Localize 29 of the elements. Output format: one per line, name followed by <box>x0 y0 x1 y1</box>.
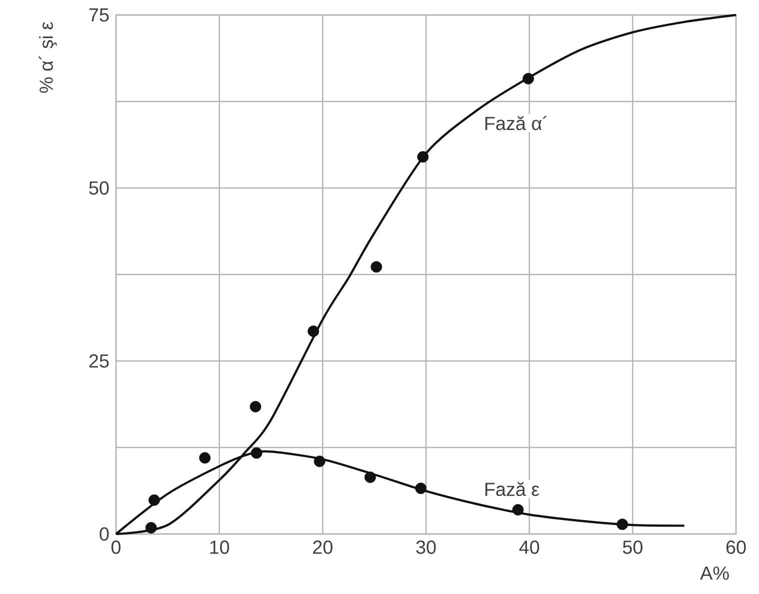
point <box>145 522 157 534</box>
y-tick-label: 25 <box>89 354 109 368</box>
series-label: Fază ε <box>485 482 540 496</box>
x-tick-label: 40 <box>519 540 540 554</box>
point <box>364 472 376 483</box>
point <box>415 482 427 494</box>
point <box>314 456 326 468</box>
x-tick-label: 50 <box>622 540 642 554</box>
x-tick-label: 60 <box>726 540 746 554</box>
point <box>522 72 534 84</box>
y-tick-label: 75 <box>89 8 109 22</box>
point <box>417 151 429 163</box>
point <box>250 447 262 459</box>
point <box>148 494 160 506</box>
y-axis-title: % α´ şi ε <box>38 22 57 93</box>
series-label: Fază α´ <box>485 116 547 130</box>
y-tick-label: 50 <box>89 181 109 195</box>
y-tick-label: 0 <box>100 527 109 541</box>
point <box>370 261 382 273</box>
x-axis-title: A% <box>700 566 729 580</box>
x-tick-label: 10 <box>210 540 230 554</box>
point <box>616 518 628 530</box>
point <box>512 504 524 516</box>
x-tick-label: 20 <box>313 540 332 554</box>
point <box>250 400 262 412</box>
point <box>199 452 211 464</box>
x-tick-label: 0 <box>111 540 121 554</box>
x-tick-label: 30 <box>416 540 436 554</box>
point <box>308 326 320 337</box>
